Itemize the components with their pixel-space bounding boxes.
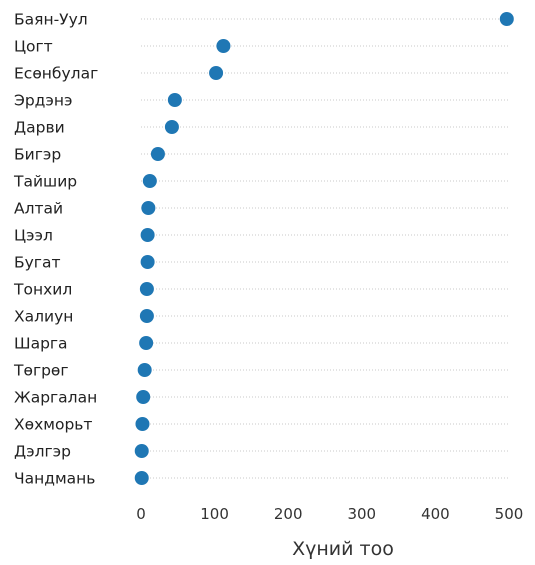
data-point (134, 444, 149, 458)
data-point (142, 174, 157, 188)
x-tick-label: 100 (200, 505, 229, 523)
category-label: Төгрөг (13, 362, 69, 380)
data-point (139, 336, 154, 350)
data-point (209, 66, 224, 80)
category-label: Шарга (14, 335, 68, 353)
data-point (141, 201, 156, 215)
x-tick-label: 200 (274, 505, 303, 523)
data-point (140, 228, 155, 242)
data-point (167, 93, 182, 107)
x-axis-ticks: 0 100 200 300 400 500 (136, 505, 523, 523)
category-label: Эрдэнэ (14, 92, 73, 110)
category-label: Халиун (14, 308, 73, 326)
category-label: Алтай (14, 200, 63, 218)
data-points (134, 12, 514, 485)
category-label: Бигэр (14, 146, 61, 164)
x-tick-label: 500 (495, 505, 524, 523)
gridlines (141, 18, 509, 479)
x-tick-label: 0 (136, 505, 146, 523)
data-point (135, 417, 150, 431)
category-label: Бугат (14, 254, 60, 272)
category-label: Дэлгэр (14, 443, 71, 461)
x-tick-label: 300 (347, 505, 376, 523)
category-label: Жаргалан (14, 389, 97, 407)
category-label: Есөнбулаг (14, 65, 98, 83)
category-label: Хөхморьт (14, 416, 92, 434)
data-point (137, 363, 152, 377)
category-label: Дарви (14, 119, 65, 137)
data-point (499, 12, 514, 26)
data-point (140, 255, 155, 269)
data-point (136, 390, 151, 404)
category-label: Цогт (14, 38, 53, 56)
category-label: Баян-Уул (14, 11, 88, 29)
category-label: Чандмань (14, 470, 95, 488)
category-labels: Баян-Уул Цогт Есөнбулаг Эрдэнэ Дарви Бигэр Тай… (13, 11, 98, 488)
data-point (164, 120, 179, 134)
data-point (139, 282, 154, 296)
data-point (216, 39, 231, 53)
category-label: Тайшир (13, 173, 77, 191)
category-label: Тонхил (13, 281, 72, 299)
data-point (150, 147, 165, 161)
x-axis-title: Хүний тоо (292, 538, 394, 560)
category-label: Цээл (14, 227, 53, 245)
data-point (134, 471, 149, 485)
data-point (139, 309, 154, 323)
x-tick-label: 400 (421, 505, 450, 523)
